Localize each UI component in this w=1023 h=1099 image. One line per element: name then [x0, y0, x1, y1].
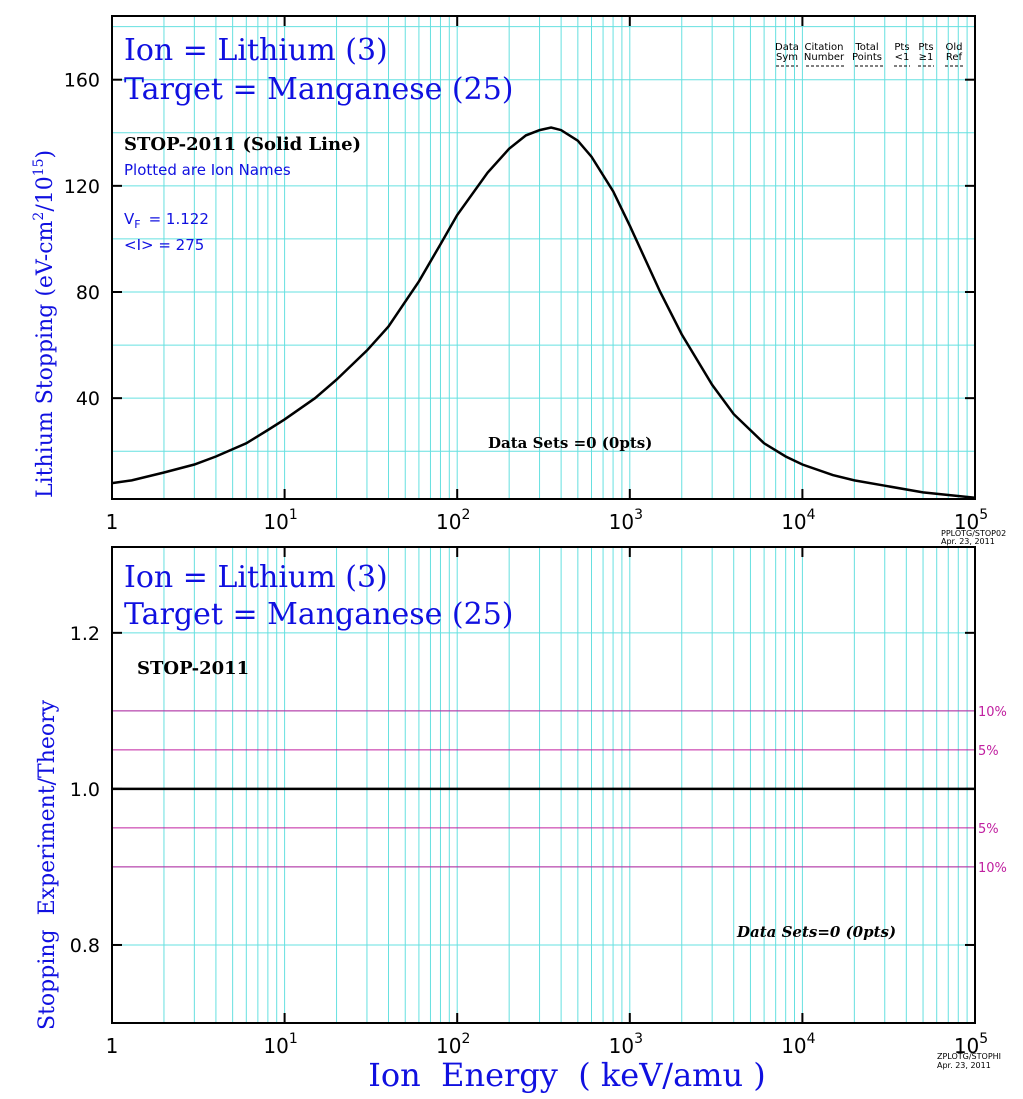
legend-header-cell: Pts: [894, 42, 909, 53]
bottom-y-tick-label: 0.8: [70, 935, 100, 957]
bottom-y-tick-label: 1.2: [70, 623, 100, 645]
top-curve-stop-2011: [111, 126, 976, 499]
top-x-tick-label: 102: [436, 507, 470, 534]
top-datasets-label: Data Sets =0 (0pts): [488, 434, 652, 452]
bottom-title-line1: Ion = Lithium (3): [124, 560, 388, 595]
legend-header-cell: Points: [852, 52, 882, 63]
top-y-tick-label: 80: [76, 282, 100, 304]
top-x-ticks: 1 101 102 103 104 105: [106, 16, 988, 534]
bottom-footer-date: Apr. 23, 2011: [937, 1061, 991, 1070]
bottom-band-label: 10%: [978, 861, 1007, 876]
bottom-band-label: 5%: [978, 744, 999, 759]
top-y-tick-label: 160: [64, 70, 100, 92]
legend-header-cell: Pts: [918, 42, 933, 53]
bottom-y-axis-label: Stopping Experiment/Theory: [35, 699, 60, 1030]
legend-header-cell: Old: [946, 42, 963, 53]
bottom-datasets-label: Data Sets=0 (0pts): [736, 923, 896, 941]
top-y-axis-label: Lithium Stopping (eV-cm2/1015): [31, 150, 58, 498]
top-y-tick-label: 40: [76, 388, 100, 410]
top-vf-label: VF = 1.122: [124, 210, 209, 231]
top-grid: [112, 16, 975, 499]
bottom-x-tick-label: 102: [436, 1031, 470, 1058]
legend-header-cell: Citation: [805, 42, 844, 53]
legend-header-cell: ≥1: [919, 52, 934, 63]
legend-header-cell: Total: [854, 42, 878, 53]
legend-header-cell: Data: [775, 42, 799, 53]
top-footer-date: Apr. 23, 2011: [941, 537, 995, 546]
top-stop-label: STOP-2011 (Solid Line): [124, 134, 361, 155]
top-legend-header: Data Citation Total Pts Pts Old Sym Number Point…: [775, 42, 964, 67]
bottom-plot-frame: [111, 546, 976, 1024]
x-axis-label: Ion Energy ( keV/amu ): [368, 1056, 766, 1094]
top-x-tick-label: 103: [609, 507, 643, 534]
top-plotted-label: Plotted are Ion Names: [124, 161, 291, 179]
top-y-tick-label: 120: [64, 176, 100, 198]
top-x-tick-label: 101: [263, 507, 297, 534]
top-title-line1: Ion = Lithium (3): [124, 33, 388, 68]
legend-header-cell: Ref: [946, 52, 963, 63]
top-x-tick-label: 1: [106, 510, 119, 534]
legend-header-cell: <1: [895, 52, 910, 63]
bottom-band-label: 5%: [978, 822, 999, 837]
bottom-title-line2: Target = Manganese (25): [124, 597, 514, 632]
bottom-x-tick-label: 104: [781, 1031, 815, 1058]
bottom-x-tick-label: 1: [106, 1034, 119, 1058]
bottom-band-label: 10%: [978, 705, 1007, 720]
top-footer-code: PPLOTG/STOP02: [941, 529, 1006, 538]
top-x-tick-label: 104: [781, 507, 815, 534]
bottom-y-tick-label: 1.0: [70, 779, 100, 801]
bottom-y-ticks: 0.8 1.0 1.2: [70, 623, 975, 957]
legend-header-cell: Sym: [776, 52, 798, 63]
bottom-footer-code: ZPLOTG/STOPHI: [937, 1052, 1001, 1061]
top-y-ticks: 40 80 120 160: [64, 70, 975, 410]
bottom-x-tick-label: 103: [609, 1031, 643, 1058]
top-plot-frame: [111, 15, 976, 500]
bottom-stop-label: STOP-2011: [137, 658, 249, 679]
bottom-x-tick-label: 105: [954, 1031, 988, 1058]
top-i-label: <I> = 275: [124, 236, 204, 254]
top-x-tick-label: 105: [954, 507, 988, 534]
legend-header-cell: Number: [804, 52, 845, 63]
top-title-line2: Target = Manganese (25): [124, 72, 514, 107]
bottom-x-ticks: 1 101 102 103 104 105: [106, 547, 988, 1058]
bottom-x-tick-label: 101: [263, 1031, 297, 1058]
bottom-bands: 10% 5% 5% 10%: [112, 705, 1007, 876]
